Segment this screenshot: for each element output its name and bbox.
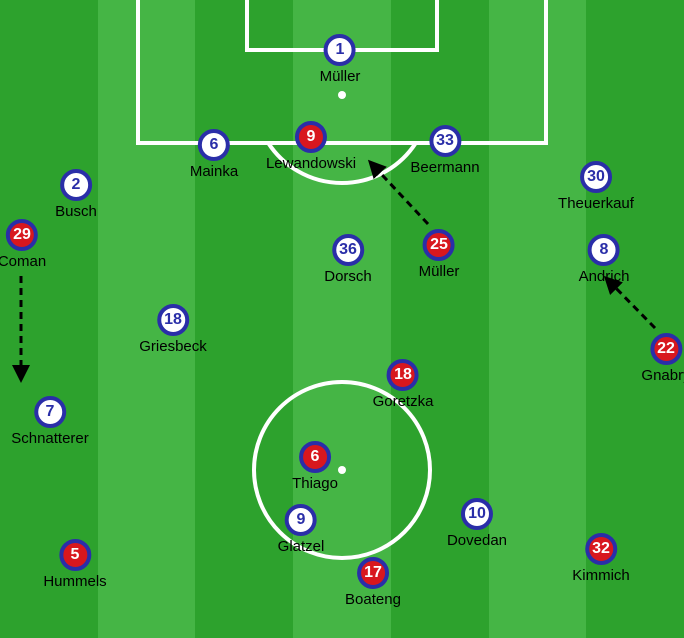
pitch-stripe xyxy=(489,0,587,638)
pitch-stripe xyxy=(0,0,98,638)
pitch-stripe xyxy=(293,0,391,638)
football-pitch-diagram: 1Müller6Mainka33Beermann2Busch30Theuerka… xyxy=(0,0,684,638)
pitch-stripe xyxy=(195,0,293,638)
pitch-stripe xyxy=(586,0,684,638)
pitch-stripe xyxy=(98,0,196,638)
pitch-stripe xyxy=(391,0,489,638)
